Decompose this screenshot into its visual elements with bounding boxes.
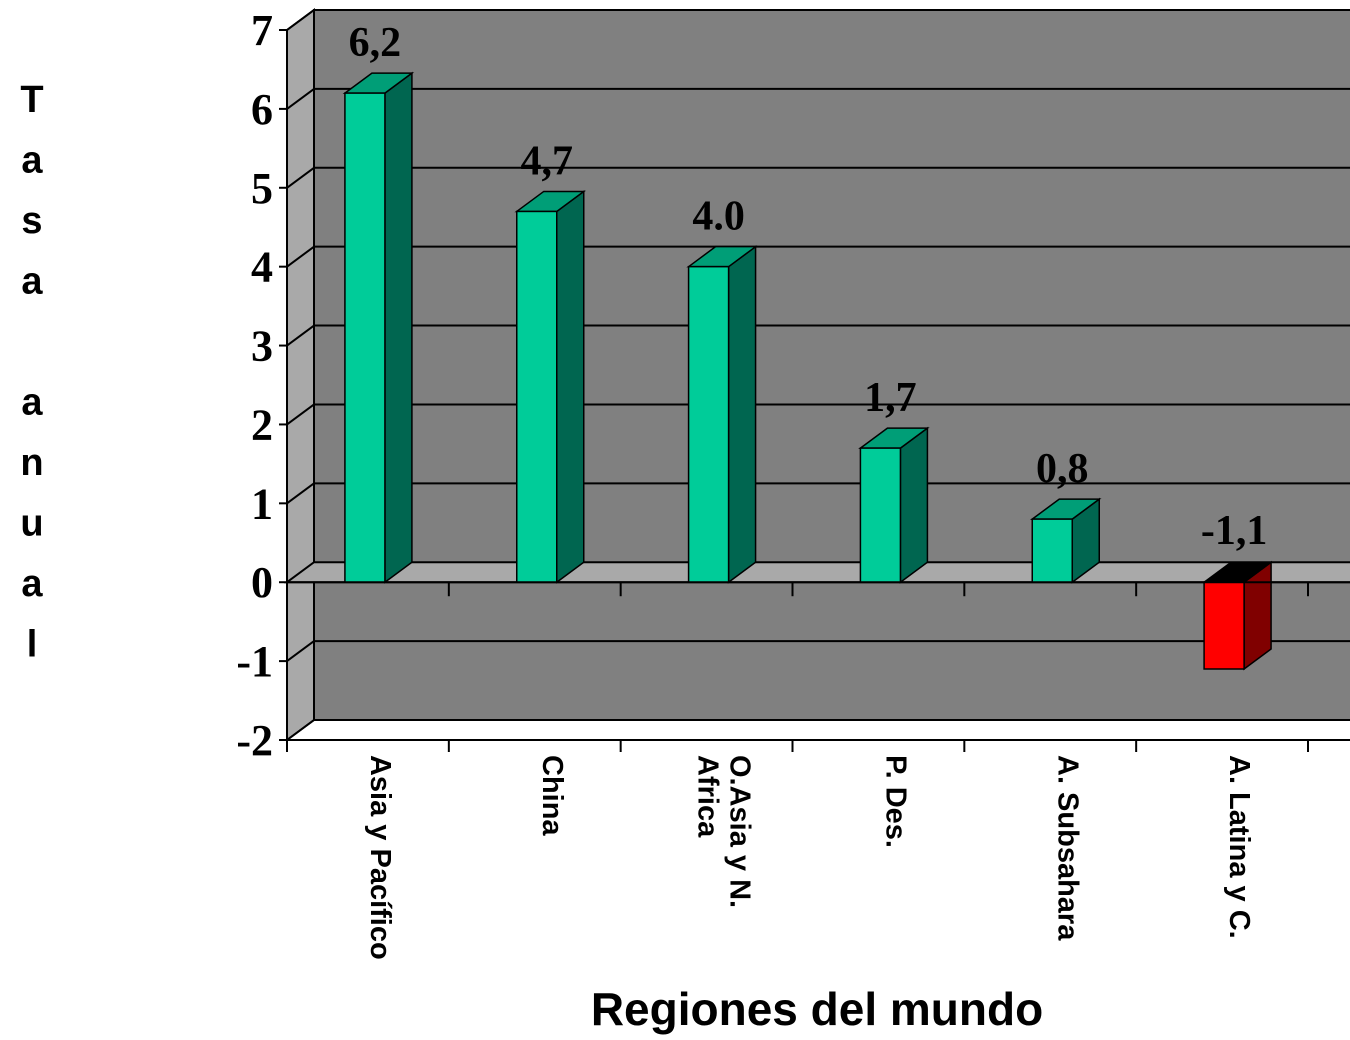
- bar: [858, 426, 930, 584]
- category-label: A. Subsahara: [1051, 755, 1083, 941]
- bar-side: [899, 426, 929, 584]
- y-axis-label-letter: s: [21, 200, 42, 242]
- data-label: -1,1: [1201, 508, 1268, 554]
- data-label: 4.0: [692, 194, 745, 240]
- bar-side: [727, 245, 757, 584]
- y-axis-label-letter: a: [21, 563, 43, 605]
- y-tick-label: 3: [251, 322, 273, 371]
- y-tick-label: 7: [251, 6, 273, 55]
- chart-back-wall: [283, 9, 1350, 721]
- y-axis-label-letter: a: [21, 382, 43, 424]
- gridline-side: [286, 9, 315, 31]
- axes: [279, 29, 1350, 752]
- gridline-side: [286, 482, 315, 505]
- bar-side: [556, 189, 585, 584]
- data-label: 4,7: [521, 138, 574, 184]
- gridline-side: [286, 88, 315, 110]
- bar-front: [687, 265, 730, 583]
- y-tick-label: 4: [251, 243, 273, 292]
- gridlines: [286, 9, 1350, 741]
- y-tick-label: 5: [251, 164, 273, 213]
- gridline-side: [286, 324, 315, 347]
- gridline-side: [286, 245, 315, 268]
- y-tick-label: 1: [251, 479, 273, 528]
- y-tick-label: 2: [251, 400, 273, 449]
- bar: [1201, 560, 1274, 671]
- gridline-side: [286, 640, 315, 662]
- back-wall: [313, 9, 1350, 721]
- gridline-side: [286, 166, 315, 189]
- bar: [686, 245, 758, 584]
- y-axis-label-letter: n: [20, 442, 43, 484]
- category-label: A. Latina y C.: [1223, 755, 1255, 939]
- y-tick-label: -1: [236, 637, 273, 686]
- y-axis-label-letter: l: [27, 624, 38, 666]
- bar: [514, 189, 587, 584]
- data-label: 1,7: [864, 375, 917, 421]
- y-axis-label-letter: T: [20, 79, 43, 121]
- y-tick-label: 0: [251, 558, 273, 607]
- zero-floor: [283, 561, 1350, 584]
- side-wall: [286, 8, 315, 742]
- y-tick-label: 6: [251, 85, 273, 134]
- data-labels: 6,2 4,7 4.0 1,7 0,8 -1,1: [349, 20, 1268, 554]
- x-axis-label: Regiones del mundo: [591, 983, 1043, 1035]
- y-axis-label-letter: a: [21, 140, 43, 182]
- bar-front: [516, 210, 558, 583]
- y-axis-label-letter: a: [21, 261, 43, 303]
- y-tick-labels: -2 -1 0 1 2 3 4 5 6 7: [236, 6, 273, 765]
- bar-front: [344, 92, 386, 583]
- chart-floor: [286, 8, 315, 742]
- category-label: China: [536, 755, 568, 836]
- bar-front: [1031, 518, 1073, 583]
- category-labels: Asia y Pacífico China O.Asia y N.Africa P. …: [364, 755, 1255, 960]
- bar: [1029, 497, 1102, 584]
- category-label: Asia y Pacífico: [364, 755, 396, 960]
- category-label: P. Des.: [879, 755, 911, 848]
- y-tick-label: -2: [236, 716, 273, 765]
- gridline-side: [286, 719, 315, 741]
- data-label: 6,2: [349, 20, 402, 66]
- bar-front: [859, 447, 902, 583]
- bar-side: [384, 71, 413, 584]
- bars: [342, 71, 1274, 671]
- gridline-side: [286, 403, 315, 426]
- y-axis-label-letter: u: [20, 503, 43, 545]
- data-label: 0,8: [1036, 446, 1089, 492]
- bar-front: [1203, 581, 1245, 670]
- category-label: Africa: [692, 755, 724, 838]
- category-label: O.Asia y N.: [724, 755, 756, 908]
- bar: [342, 71, 415, 584]
